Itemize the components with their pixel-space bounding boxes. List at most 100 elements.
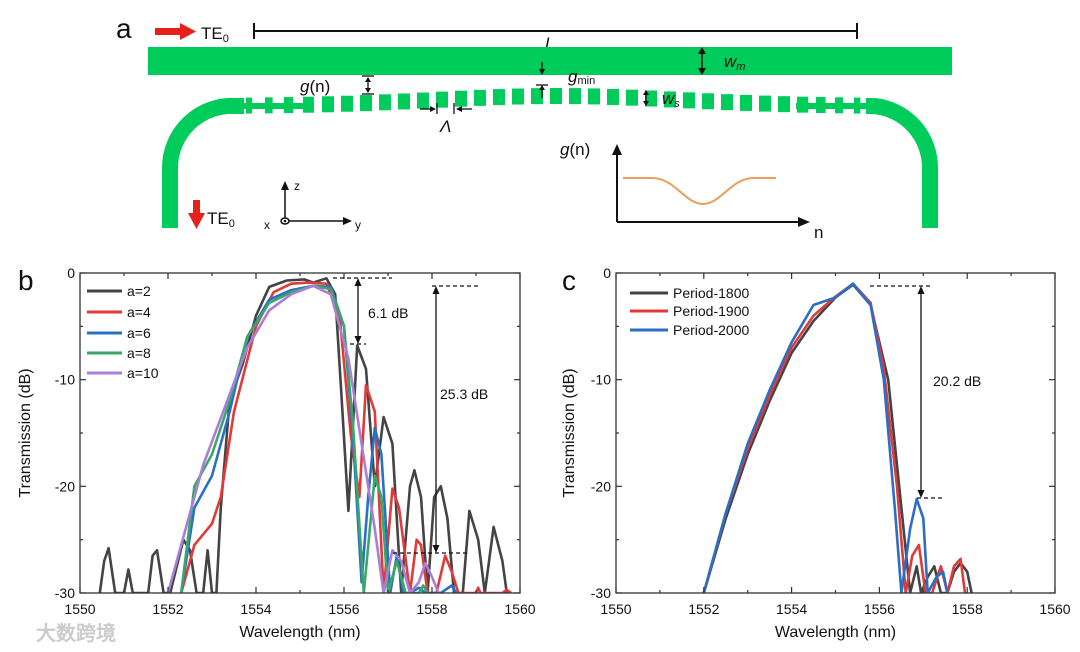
grating-segment: [398, 93, 410, 110]
x-tick-label: 1550: [64, 601, 95, 617]
x-tick-label: 1552: [688, 601, 719, 617]
period-arrow-icon: [420, 103, 472, 114]
x-tick-label: 1558: [952, 601, 983, 617]
panel-a-schematic: a TE0 L wm g(n): [116, 13, 952, 242]
arrowhead-icon: [432, 545, 440, 553]
y-tick-label: -20: [591, 478, 611, 494]
coordinate-axes-icon: [280, 181, 352, 225]
grating-segment: [721, 94, 733, 111]
chart-b: b a=2 a=4 a=6 a=8 a=10 1550 1552 1554 1556 1558 15…: [17, 265, 536, 641]
x-axis-title: Wavelength (nm): [775, 624, 896, 641]
gap-profile-curve: [623, 177, 776, 206]
x-axis-title: Wavelength (nm): [239, 624, 360, 641]
y-tick-label: -10: [55, 372, 75, 388]
length-label: L: [545, 34, 554, 53]
legend-label: a=6: [127, 325, 151, 341]
y-tick-label: -20: [55, 478, 75, 494]
chart-c: c Period-1800 Period-1900 Period-2000 1550 1…: [561, 265, 1071, 641]
main-waveguide: [148, 47, 952, 75]
arrowhead-icon: [432, 286, 440, 294]
plot-frame: [79, 272, 521, 594]
series-line-a-2: [98, 277, 509, 593]
plot-frame: [615, 272, 1056, 594]
y-tick-label: -30: [591, 585, 611, 601]
grating-segment: [702, 93, 714, 110]
gmin-arrow-icon: [536, 62, 548, 98]
legend-label: Period-1800: [673, 285, 749, 301]
panel-a-label: a: [116, 13, 132, 44]
annotation-label: 25.3 dB: [440, 386, 488, 402]
gap-profile-inset: g(n) n: [560, 140, 823, 242]
grating-segment: [683, 92, 695, 109]
output-arrow-icon: [188, 200, 205, 229]
y-axis-title: Transmission (dB): [17, 368, 34, 497]
grating-segment: [607, 88, 619, 105]
grating-segment: [740, 94, 752, 111]
main-width-label: wm: [724, 52, 745, 73]
y-tick-label: -30: [55, 585, 75, 601]
grating-segment: [417, 92, 429, 109]
gap-min-label: gmin: [568, 67, 595, 87]
annotation-label: 20.2 dB: [933, 373, 981, 389]
y-tick-label: 0: [603, 265, 611, 281]
inset-x-label: n: [814, 223, 823, 242]
legend-label: Period-1900: [673, 303, 749, 319]
period-label: Λ: [439, 117, 451, 136]
panel-b-label: b: [18, 265, 34, 296]
grating-segment: [341, 95, 353, 112]
y-axis-title: Transmission (dB): [561, 368, 578, 497]
grating-segment: [474, 89, 486, 106]
legend-label: a=4: [127, 304, 151, 320]
x-tick-label: 1554: [240, 601, 271, 617]
main-width-arrow-icon: [698, 47, 706, 75]
x-tick-label: 1556: [864, 601, 895, 617]
x-tick-label: 1556: [328, 601, 359, 617]
grating-segment: [436, 91, 448, 108]
taper-bridge: [244, 103, 314, 109]
x-tick-label: 1558: [416, 601, 447, 617]
left-bent-waveguide: [161, 97, 244, 228]
arrowhead-icon: [917, 286, 925, 294]
series-line-a-4: [179, 281, 512, 593]
panel-c-label: c: [562, 265, 576, 296]
y-tick-label: -10: [591, 372, 611, 388]
grating-segment: [455, 90, 467, 107]
grating-segment: [569, 88, 581, 105]
grating-segment: [664, 91, 676, 108]
axis-y-label: y: [355, 218, 361, 232]
input-mode-label: TE0: [201, 24, 229, 45]
grating-segment: [588, 88, 600, 105]
output-mode-label: TE0: [207, 209, 235, 230]
x-tick-label: 1550: [600, 601, 631, 617]
series-line-period-2000: [702, 282, 949, 593]
grating-segment: [550, 88, 562, 105]
inset-y-label: g(n): [560, 140, 590, 159]
axis-z-label: z: [294, 179, 300, 193]
segment-width-arrow-icon: [643, 90, 649, 106]
grating-segment: [531, 88, 543, 105]
grating-segment: [759, 95, 771, 112]
arrowhead-icon: [354, 336, 362, 344]
gap-arrow-icon: [362, 75, 374, 95]
watermark: 大数跨境: [36, 621, 116, 645]
taper-bridge: [796, 103, 866, 109]
grating-segment: [493, 89, 505, 106]
gap-label: g(n): [300, 77, 330, 96]
x-tick-label: 1552: [152, 601, 183, 617]
grating-segment: [778, 96, 790, 113]
x-tick-label: 1560: [1039, 601, 1070, 617]
grating-segment: [379, 94, 391, 111]
series-line-a-10: [166, 284, 440, 593]
legend-label: Period-2000: [673, 322, 749, 338]
y-tick-label: 0: [67, 265, 75, 281]
arrowhead-icon: [917, 490, 925, 498]
axis-x-label: x: [264, 218, 270, 232]
arrowhead-icon: [354, 278, 362, 286]
x-tick-label: 1560: [504, 601, 535, 617]
annotation-label: 6.1 dB: [368, 305, 408, 321]
legend-label: a=10: [127, 365, 159, 381]
grating-segments: [244, 88, 866, 114]
right-bent-waveguide: [866, 98, 939, 228]
legend-label: a=2: [127, 283, 151, 299]
segment-width-label: ws: [662, 89, 680, 110]
